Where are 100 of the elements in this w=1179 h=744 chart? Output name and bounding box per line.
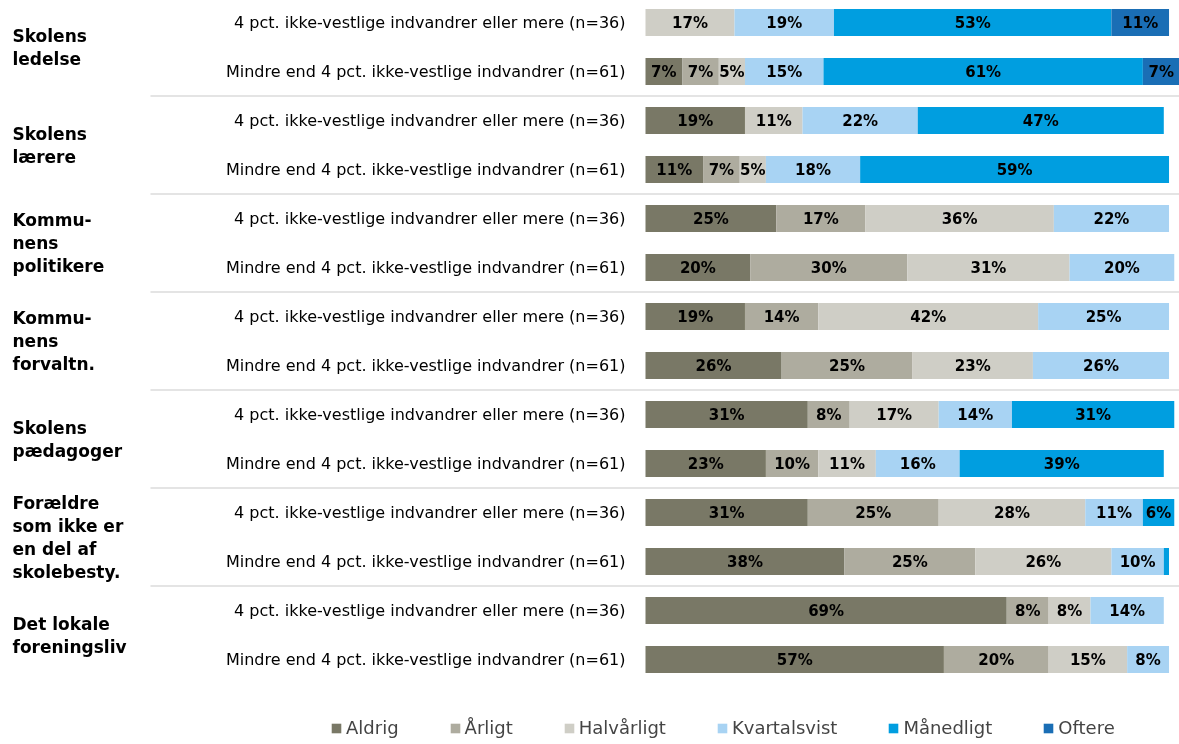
data-label: 25% [855, 503, 892, 522]
data-label: 26% [1083, 356, 1119, 375]
bar [917, 107, 1164, 134]
data-label: 20% [679, 258, 716, 277]
bar [907, 254, 1070, 281]
text: Skolens ledelse [12, 25, 87, 69]
data-label: 8% [1056, 601, 1083, 620]
data-label: 17% [802, 209, 839, 228]
bar [802, 107, 918, 134]
data-label: 5% [719, 62, 745, 81]
bar [750, 254, 908, 281]
bar [776, 205, 866, 232]
data-label: 7% [708, 160, 735, 179]
y-tick-label: Mindre end 4 pct. ikke-vestlige indvandrer (n=61) [225, 356, 626, 375]
data-label: 17% [672, 13, 708, 32]
bar [645, 597, 1007, 624]
data-label: 11% [1122, 13, 1159, 32]
text: Kommu- nens forvaltn. [12, 308, 96, 374]
bar [849, 401, 939, 428]
y-tick-label: 4 pct. ikke-vestlige indvandrer eller mere (n=36) [234, 111, 626, 130]
data-label: 26% [695, 356, 732, 375]
data-label: 14% [763, 307, 800, 326]
bar [943, 646, 1049, 673]
data-label: 59% [996, 160, 1033, 179]
data-label: 23% [687, 454, 724, 473]
bar [645, 352, 782, 379]
bar [833, 9, 1112, 36]
bar [645, 254, 751, 281]
y-tick-label: Mindre end 4 pct. ikke-vestlige indvandrer (n=61) [225, 62, 626, 81]
data-label: 31% [970, 258, 1007, 277]
legend-label: Månedligt [903, 717, 993, 738]
bar [1032, 352, 1170, 379]
bar [860, 156, 1170, 183]
data-label: 25% [692, 209, 729, 228]
data-label: 25% [829, 356, 866, 375]
y-tick-label: Mindre end 4 pct. ikke-vestlige indvandrer (n=61) [225, 258, 626, 277]
y-tick-label: 4 pct. ikke-vestlige indvandrer eller mere (n=36) [234, 601, 626, 620]
data-label: 19% [677, 307, 714, 326]
data-label: 10% [1119, 552, 1156, 571]
data-label: 30% [810, 258, 847, 277]
y-tick-label: Mindre end 4 pct. ikke-vestlige indvandrer (n=61) [225, 160, 626, 179]
data-label: 14% [1109, 601, 1146, 620]
data-label: 8% [1014, 601, 1041, 620]
data-label: 19% [766, 13, 803, 32]
data-label: 47% [1022, 111, 1059, 130]
data-label: 36% [941, 209, 978, 228]
data-label: 42% [910, 307, 947, 326]
data-label: 5% [740, 160, 766, 179]
data-label: 23% [954, 356, 991, 375]
legend-label: Kvartalsvist [731, 717, 838, 738]
text: Skolens pædagoger [12, 417, 123, 461]
data-label: 11% [829, 454, 866, 473]
bar [818, 303, 1039, 330]
data-label: 61% [965, 62, 1002, 81]
bar [645, 401, 808, 428]
y-tick-label: Mindre end 4 pct. ikke-vestlige indvandrer (n=61) [225, 552, 626, 571]
bar [912, 352, 1033, 379]
y-tick-label: 4 pct. ikke-vestlige indvandrer eller mere (n=36) [234, 503, 626, 522]
data-label: 38% [727, 552, 763, 571]
data-label: 7% [1148, 62, 1174, 81]
bar [781, 352, 913, 379]
text: Kommu- nens politikere [12, 210, 105, 276]
data-label: 31% [708, 405, 745, 424]
bar [645, 548, 845, 575]
bar [938, 499, 1086, 526]
data-label: 31% [708, 503, 745, 522]
data-label: 53% [954, 13, 991, 32]
bar [1011, 401, 1175, 428]
bar [645, 9, 735, 36]
legend-label: Oftere [1058, 717, 1115, 738]
bar [1069, 254, 1175, 281]
y-tick-label: 4 pct. ikke-vestlige indvandrer eller mere (n=36) [234, 307, 626, 326]
legend-label: Årligt [464, 717, 513, 738]
bar [734, 9, 834, 36]
text: Forældre som ikke er en del af skolebesty. [12, 492, 124, 582]
data-label: 31% [1075, 405, 1112, 424]
y-tick-label: 4 pct. ikke-vestlige indvandrer eller mere (n=36) [234, 209, 626, 228]
data-label: 7% [687, 62, 714, 81]
bar [1053, 205, 1170, 232]
data-label: 11% [755, 111, 792, 130]
data-label: 22% [842, 111, 879, 130]
data-label: 20% [1103, 258, 1140, 277]
data-label: 8% [1135, 650, 1161, 669]
data-label: 14% [957, 405, 994, 424]
data-label: 25% [1085, 307, 1122, 326]
y-tick-label: 4 pct. ikke-vestlige indvandrer eller mere (n=36) [234, 13, 626, 32]
data-label: 57% [776, 650, 813, 669]
bar [865, 205, 1054, 232]
bar [645, 450, 766, 477]
bar [844, 548, 976, 575]
data-label: 69% [808, 601, 845, 620]
data-label: 26% [1025, 552, 1062, 571]
data-label: 19% [677, 111, 714, 130]
data-label: 11% [656, 160, 693, 179]
data-label: 10% [774, 454, 811, 473]
bar [645, 646, 944, 673]
bar [975, 548, 1112, 575]
y-tick-label: Mindre end 4 pct. ikke-vestlige indvandrer (n=61) [225, 650, 626, 669]
data-label: 28% [994, 503, 1030, 522]
data-label: 25% [891, 552, 928, 571]
